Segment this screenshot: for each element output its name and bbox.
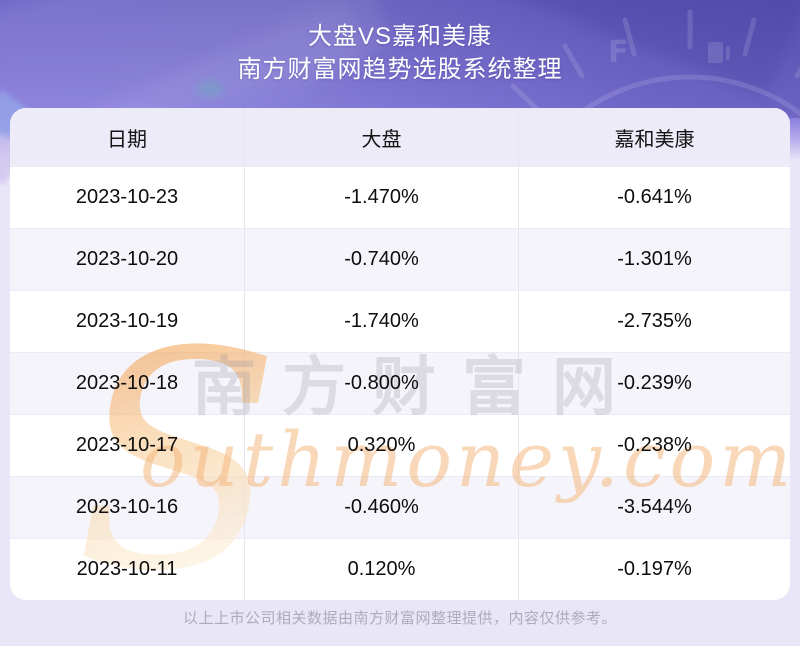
stock-change-cell: -0.238% bbox=[518, 415, 790, 476]
table-row: 2023-10-18 -0.800% -0.239% bbox=[10, 352, 790, 414]
date-cell: 2023-10-16 bbox=[75, 496, 179, 518]
column-header-market: 大盘 bbox=[244, 108, 518, 166]
table-row: 2023-10-19 -1.740% -2.735% bbox=[10, 290, 790, 352]
date-cell: 2023-10-11 bbox=[76, 558, 178, 580]
page-subtitle: 南方财富网趋势选股系统整理 bbox=[237, 56, 563, 83]
date-cell: 2023-10-17 bbox=[75, 434, 179, 456]
svg-text:F: F bbox=[608, 35, 629, 70]
table-row: 2023-10-20 -0.740% -1.301% bbox=[10, 228, 790, 290]
date-cell: 2023-10-20 bbox=[75, 248, 179, 270]
stock-change-cell: -3.544% bbox=[518, 477, 790, 538]
date-cell: 2023-10-19 bbox=[75, 310, 179, 332]
market-change-cell: 0.320% bbox=[244, 415, 518, 476]
banner-titles: 大盘VS嘉和美康 南方财富网趋势选股系统整理 bbox=[0, 20, 800, 86]
table-header-row: 日期 大盘 嘉和美康 bbox=[10, 108, 790, 166]
column-header-date: 日期 bbox=[107, 128, 147, 151]
stock-change-cell: -0.239% bbox=[518, 353, 790, 414]
stock-change-cell: -2.735% bbox=[518, 291, 790, 352]
date-cell: 2023-10-23 bbox=[75, 186, 179, 208]
data-table: S 南方财富网 outhmoney.com 日期 大盘 嘉和美康 2023-10… bbox=[10, 108, 790, 600]
stock-change-cell: -0.197% bbox=[518, 539, 790, 600]
stock-change-cell: -0.641% bbox=[518, 167, 790, 228]
table-row: 2023-10-11 0.120% -0.197% bbox=[10, 538, 790, 600]
page-title: 大盘VS嘉和美康 bbox=[307, 23, 492, 50]
market-change-cell: -1.470% bbox=[244, 167, 518, 228]
stock-change-cell: -1.301% bbox=[518, 229, 790, 290]
market-change-cell: -0.460% bbox=[244, 477, 518, 538]
market-change-cell: -0.740% bbox=[244, 229, 518, 290]
table-row: 2023-10-23 -1.470% -0.641% bbox=[10, 166, 790, 228]
column-header-stock: 嘉和美康 bbox=[518, 108, 790, 166]
market-change-cell: -1.740% bbox=[244, 291, 518, 352]
market-change-cell: 0.120% bbox=[244, 539, 518, 600]
footer-note: 以上上市公司相关数据由南方财富网整理提供，内容仅供参考。 bbox=[182, 610, 617, 627]
fuel-gauge-decoration: F bbox=[510, 9, 800, 120]
market-change-cell: -0.800% bbox=[244, 353, 518, 414]
date-cell: 2023-10-18 bbox=[75, 372, 179, 394]
table-row: 2023-10-16 -0.460% -3.544% bbox=[10, 476, 790, 538]
table-row: 2023-10-17 0.320% -0.238% bbox=[10, 414, 790, 476]
banner-teal-blob bbox=[196, 80, 224, 98]
